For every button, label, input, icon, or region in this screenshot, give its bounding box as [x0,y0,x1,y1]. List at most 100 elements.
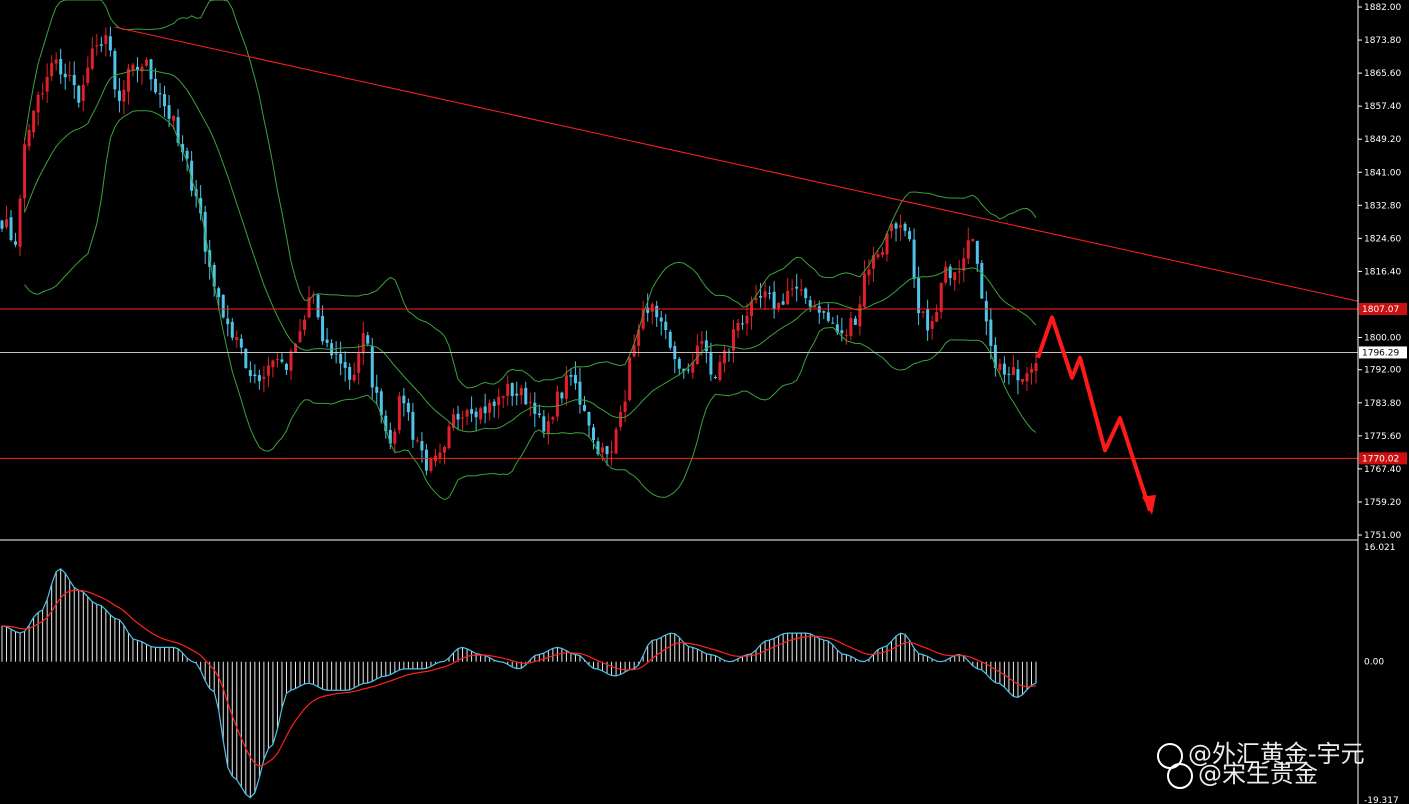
candle-body [167,105,171,119]
candle-body [659,317,663,322]
candle-body [0,220,4,229]
candle-body [980,262,984,299]
candle-body [578,381,582,405]
candle-body [461,417,465,419]
y-tick-label: 1751.00 [1364,531,1401,541]
candle-body [975,240,979,264]
candle-body [763,291,767,298]
y-tick-label: 1783.80 [1364,399,1401,409]
candle-body [718,362,722,381]
candle-body [835,324,839,333]
candle-body [573,374,577,384]
candle-body [27,129,31,147]
y-tick-label: 1759.20 [1364,498,1401,508]
candle-body [117,90,121,101]
macd-tick-label: 16.021 [1364,543,1396,553]
candle-body [506,383,510,396]
candle-body [497,396,501,406]
candle-body [871,255,875,269]
candle-body [488,402,492,413]
candle-body [569,375,573,377]
candle-body [1016,369,1020,381]
weibo-icon [1167,763,1193,789]
candle-body [786,290,790,305]
candle-body [614,429,618,454]
candle-body [808,300,812,307]
candle-body [713,376,717,378]
candle-body [939,282,943,312]
candle-body [587,411,591,426]
y-tick-label: 1841.00 [1364,168,1401,178]
candle-body [623,401,627,413]
y-tick-label: 1767.40 [1364,465,1401,475]
candle-body [230,321,234,338]
candle-body [181,144,185,153]
candle-body [759,295,763,298]
bollinger-middle [24,69,1037,433]
candle-body [921,311,925,313]
candle-body [144,59,148,66]
candle-body [131,64,135,71]
candle-body [700,341,704,344]
candle-body [366,335,370,344]
candle-body [655,305,659,318]
candle-body [492,401,496,406]
candle-body [741,323,745,325]
candle-body [772,291,776,309]
candle-body [388,429,392,444]
candle-body [185,150,189,159]
candle-body [158,93,162,95]
candle-body [235,336,239,341]
candle-body [768,292,772,294]
candle-body [172,115,176,121]
candle-body [1034,363,1038,372]
candle-body [244,348,248,369]
candle-body [63,73,67,78]
candle-body [77,85,81,103]
candle-body [912,239,916,279]
candle-body [677,358,681,369]
watermark-line2: @宋生贵金 [1198,760,1318,788]
candle-body [298,331,302,343]
candle-body [59,59,63,75]
candle-body [510,383,514,397]
candle-body [154,78,158,93]
candle-body [438,452,442,458]
candle-body [280,359,284,362]
candle-body [370,345,374,388]
candle-body [108,36,112,51]
candle-body [899,224,903,228]
candle-body [1007,373,1011,375]
candle-body [519,388,523,396]
candle-body [533,402,537,414]
candle-body [880,252,884,255]
candle-body [722,350,726,364]
candle-body [293,343,297,353]
candle-body [95,45,99,47]
forecast-arrowhead [1142,494,1156,515]
candle-body [163,94,167,107]
candle-body [1020,378,1024,382]
candle-body [867,269,871,276]
candle-body [546,421,550,434]
candle-body [397,396,401,431]
y-tick-label: 1857.40 [1364,102,1401,112]
y-tick-label: 1832.80 [1364,201,1401,211]
candle-body [984,300,988,322]
candle-body [429,458,433,472]
candle-body [641,309,645,329]
candle-body [176,117,180,143]
candle-body [632,344,636,357]
candle-body [826,312,830,321]
candle-body [452,414,456,428]
candle-body [876,254,880,258]
candle-body [953,272,957,281]
price-pane [0,0,1359,515]
candle-body [781,301,785,305]
price-tag-label: 1770.02 [1362,454,1399,464]
candle-body [628,357,632,401]
bollinger-upper [24,0,1037,389]
candle-body [321,316,325,342]
bollinger-lower [24,110,1037,501]
